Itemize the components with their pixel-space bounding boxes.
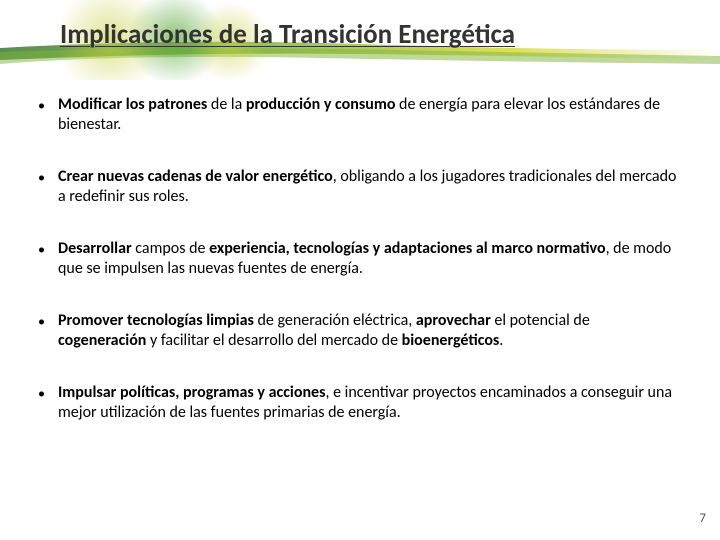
bullet-item: •Crear nuevas cadenas de valor energétic…	[38, 167, 678, 207]
slide-title: Implicaciones de la Transición Energétic…	[60, 18, 515, 51]
bullet-text: Impulsar políticas, programas y acciones…	[58, 383, 678, 423]
bullet-item: •Promover tecnologías limpias de generac…	[38, 311, 678, 351]
bullet-text: Modificar los patrones de la producción …	[58, 95, 678, 135]
bullet-dot-icon: •	[38, 383, 58, 423]
bullet-text: Desarrollar campos de experiencia, tecno…	[58, 239, 678, 279]
bullet-dot-icon: •	[38, 239, 58, 279]
bullet-text: Crear nuevas cadenas de valor energético…	[58, 167, 678, 207]
bullet-dot-icon: •	[38, 311, 58, 351]
bullet-item: •Desarrollar campos de experiencia, tecn…	[38, 239, 678, 279]
bullet-item: •Impulsar políticas, programas y accione…	[38, 383, 678, 423]
bullet-text: Promover tecnologías limpias de generaci…	[58, 311, 678, 351]
page-number: 7	[699, 511, 706, 526]
bullet-list: •Modificar los patrones de la producción…	[38, 95, 678, 455]
bullet-dot-icon: •	[38, 167, 58, 207]
bullet-dot-icon: •	[38, 95, 58, 135]
bullet-item: •Modificar los patrones de la producción…	[38, 95, 678, 135]
